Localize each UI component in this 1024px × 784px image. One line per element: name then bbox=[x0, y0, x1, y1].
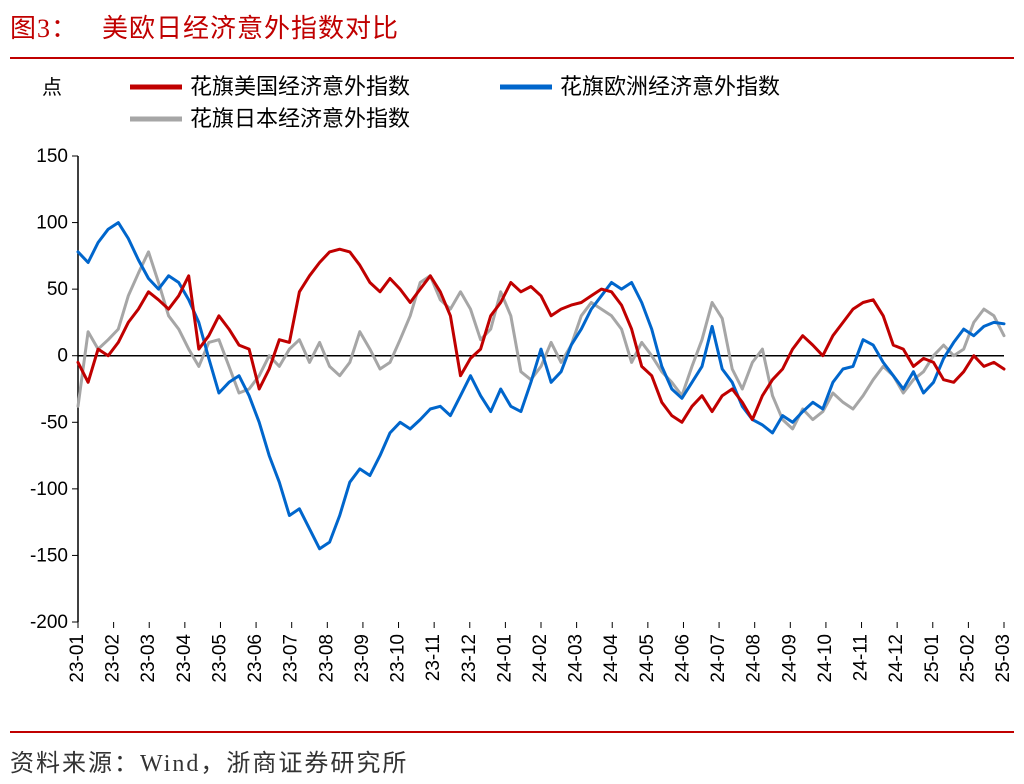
line-chart: 点 花旗美国经济意外指数 花旗欧洲经济意外指数花旗日本经济意外指数 -200 -150 -… bbox=[0, 64, 1024, 714]
source-text: 资料来源：Wind，浙商证券研究所 bbox=[10, 751, 408, 777]
svg-text:花旗美国经济意外指数: 花旗美国经济意外指数 bbox=[190, 74, 410, 99]
svg-text:点: 点 bbox=[42, 76, 62, 99]
svg-text:24-04: 24-04 bbox=[601, 634, 622, 683]
svg-text:24-07: 24-07 bbox=[708, 634, 729, 683]
svg-text:24-12: 24-12 bbox=[886, 634, 907, 683]
svg-text:25-02: 25-02 bbox=[957, 634, 978, 683]
svg-text:花旗日本经济意外指数: 花旗日本经济意外指数 bbox=[190, 106, 410, 131]
svg-text:24-02: 24-02 bbox=[530, 634, 551, 683]
chart-container: 点 花旗美国经济意外指数 花旗欧洲经济意外指数花旗日本经济意外指数 -200 -150 -… bbox=[0, 64, 1024, 714]
figure-header: 图3： 美欧日经济意外指数对比 bbox=[10, 8, 1014, 59]
svg-text:-150: -150 bbox=[30, 545, 68, 566]
svg-text:25-03: 25-03 bbox=[993, 634, 1014, 683]
svg-text:23-06: 23-06 bbox=[245, 634, 266, 683]
svg-text:23-12: 23-12 bbox=[459, 634, 480, 683]
svg-text:花旗欧洲经济意外指数: 花旗欧洲经济意外指数 bbox=[560, 74, 780, 99]
figure-label: 图3： bbox=[10, 8, 78, 45]
figure-title: 美欧日经济意外指数对比 bbox=[102, 8, 399, 45]
svg-text:25-01: 25-01 bbox=[922, 634, 943, 683]
svg-text:24-09: 24-09 bbox=[779, 634, 800, 683]
svg-text:0: 0 bbox=[57, 346, 68, 367]
svg-text:150: 150 bbox=[36, 146, 68, 167]
svg-text:-50: -50 bbox=[41, 412, 68, 433]
svg-text:24-10: 24-10 bbox=[815, 634, 836, 683]
svg-text:23-09: 23-09 bbox=[352, 634, 373, 683]
svg-text:100: 100 bbox=[36, 213, 68, 234]
svg-text:-200: -200 bbox=[30, 612, 68, 633]
svg-text:23-03: 23-03 bbox=[138, 634, 159, 683]
svg-text:23-07: 23-07 bbox=[281, 634, 302, 683]
svg-text:24-06: 24-06 bbox=[672, 634, 693, 683]
svg-text:24-03: 24-03 bbox=[566, 634, 587, 683]
svg-text:23-04: 23-04 bbox=[174, 634, 195, 683]
svg-text:23-08: 23-08 bbox=[316, 634, 337, 683]
svg-text:50: 50 bbox=[47, 279, 68, 300]
svg-text:24-05: 24-05 bbox=[637, 634, 658, 683]
svg-text:24-01: 24-01 bbox=[494, 634, 515, 683]
source-footer: 资料来源：Wind，浙商证券研究所 bbox=[10, 731, 1014, 778]
svg-text:23-10: 23-10 bbox=[388, 634, 409, 683]
svg-text:23-11: 23-11 bbox=[423, 634, 444, 681]
svg-text:23-01: 23-01 bbox=[67, 634, 88, 683]
svg-text:23-02: 23-02 bbox=[103, 634, 124, 683]
svg-text:24-08: 24-08 bbox=[744, 634, 765, 683]
svg-text:-100: -100 bbox=[30, 479, 68, 500]
svg-text:23-05: 23-05 bbox=[209, 634, 230, 683]
svg-text:24-11: 24-11 bbox=[851, 634, 872, 681]
